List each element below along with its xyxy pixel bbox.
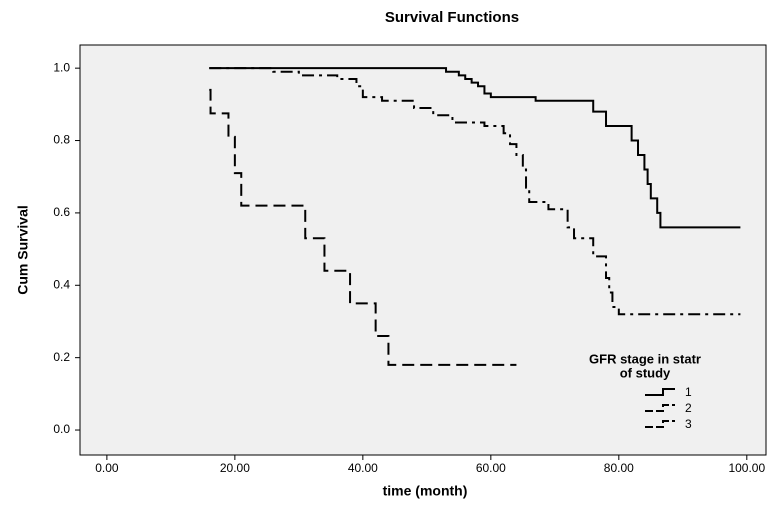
survival-curve [209, 67, 741, 316]
legend-label: 3 [685, 417, 692, 431]
legend-title: of study [620, 365, 671, 380]
survival-curve [209, 67, 741, 229]
survival-curve [209, 88, 517, 366]
legend-label: 2 [685, 401, 692, 415]
y-tick-label: 1.0 [53, 60, 70, 74]
y-tick-label: 0.2 [53, 350, 70, 364]
legend-swatch [645, 404, 675, 412]
y-tick-label: 0.8 [53, 133, 70, 147]
x-tick-label: 0.00 [95, 461, 119, 475]
x-tick-label: 80.00 [604, 461, 634, 475]
y-tick-label: 0.4 [53, 277, 70, 291]
plot-area [79, 44, 767, 456]
x-tick-label: 60.00 [476, 461, 506, 475]
x-tick-label: 20.00 [220, 461, 250, 475]
legend-title: GFR stage in statr [589, 351, 701, 366]
legend-swatch [645, 388, 675, 396]
x-tick-label: 40.00 [348, 461, 378, 475]
legend-label: 1 [685, 385, 692, 399]
y-axis-label: Cum Survival [15, 205, 31, 294]
y-tick-label: 0.0 [53, 422, 70, 436]
chart-title: Survival Functions [385, 9, 519, 26]
x-tick-label: 100.00 [728, 461, 765, 475]
y-tick-label: 0.6 [53, 205, 70, 219]
legend-swatch [645, 420, 675, 428]
x-axis-label: time (month) [383, 483, 468, 499]
